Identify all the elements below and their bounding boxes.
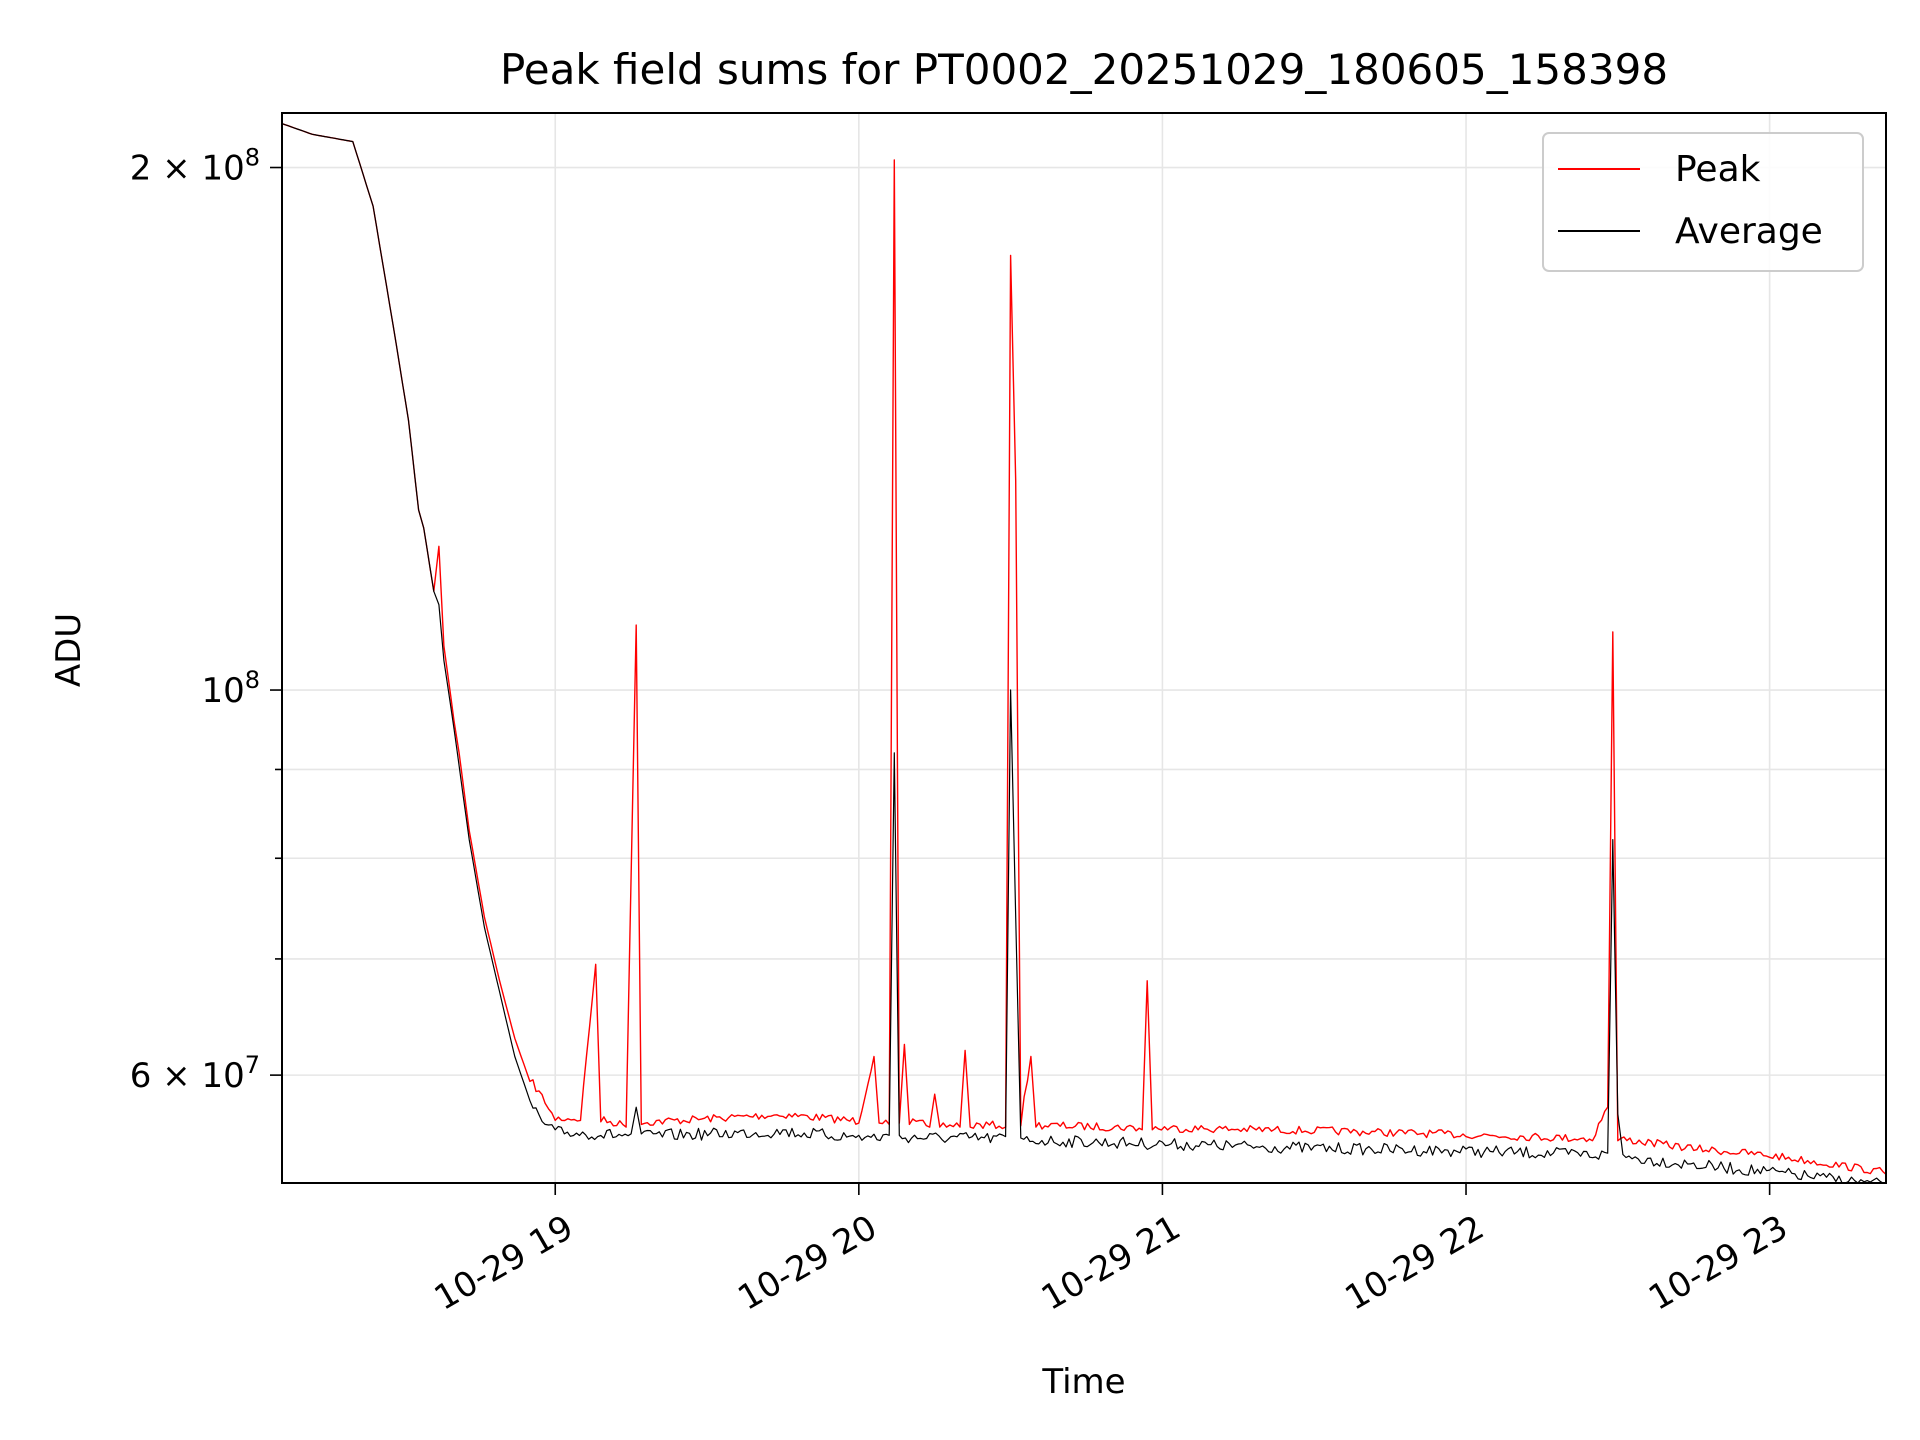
y-tick-label: 2 × 108 <box>130 144 260 189</box>
y-axis-label: ADU <box>49 613 89 687</box>
legend: Peak Average <box>1542 132 1864 272</box>
legend-peak-label: Peak <box>1675 149 1761 190</box>
series-line-peak <box>281 122 1887 1175</box>
series-line-average <box>281 123 1886 1184</box>
y-tick-label: 6 × 107 <box>130 1051 260 1096</box>
y-axis: 2 × 108 108 6 × 107 <box>130 144 282 1096</box>
series-layer <box>281 122 1887 1184</box>
plot-frame <box>281 112 1887 1184</box>
chart-title: Peak field sums for PT0002_20251029_1806… <box>500 45 1668 94</box>
legend-box <box>1542 132 1864 272</box>
grid <box>282 113 1886 1183</box>
y-tick-label: 108 <box>201 666 260 711</box>
x-axis-label: Time <box>1041 1362 1125 1402</box>
legend-average-label: Average <box>1675 211 1823 252</box>
